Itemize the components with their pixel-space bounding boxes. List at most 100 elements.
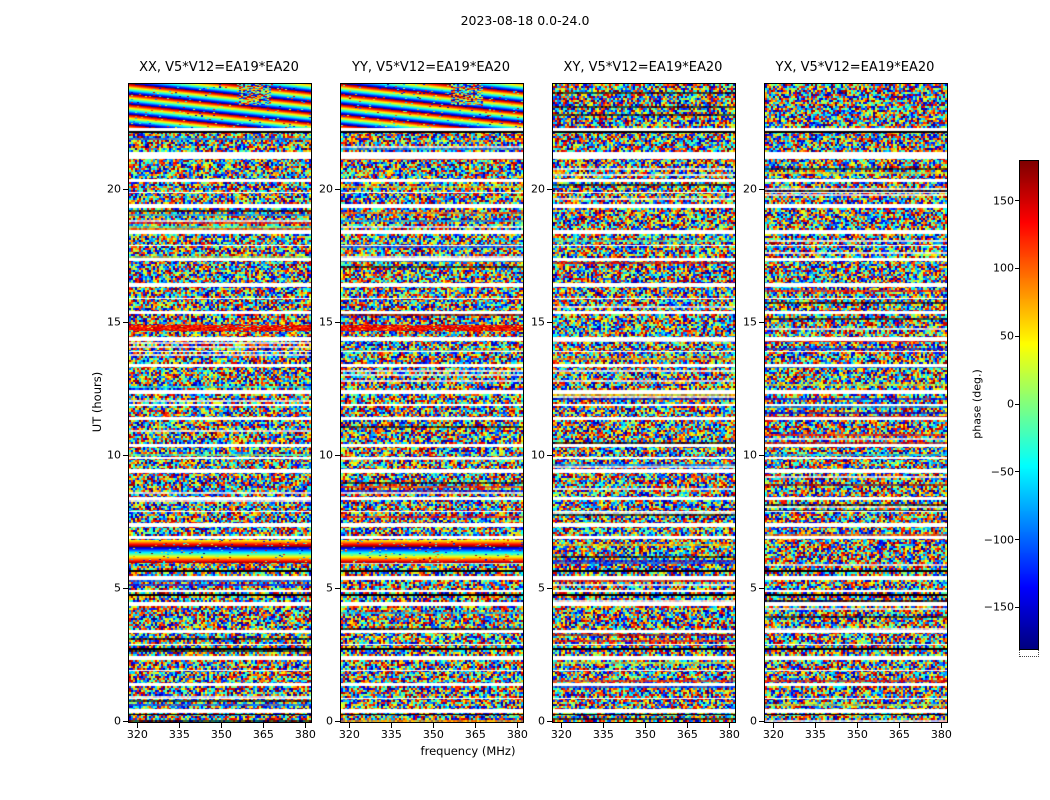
x-tick-mark <box>391 723 393 728</box>
subplot-xy: XY, V5*V12=EA19*EA20 <box>552 60 736 723</box>
colorbar-tick-mark <box>1015 471 1019 473</box>
x-axis-label: frequency (MHz) <box>420 744 516 758</box>
y-tick-mark <box>335 321 340 323</box>
y-tick-mark <box>547 454 552 456</box>
figure-title: 2023-08-18 0.0-24.0 <box>460 13 590 28</box>
subplot-xy-title: XY, V5*V12=EA19*EA20 <box>563 60 723 75</box>
colorbar-tick-label: −100 <box>983 533 1014 547</box>
y-tick-label: 10 <box>531 448 545 462</box>
y-tick-mark <box>547 321 552 323</box>
y-tick-label: 5 <box>114 581 121 595</box>
colorbar-tick-mark <box>1015 267 1019 269</box>
y-tick-label: 0 <box>326 714 333 728</box>
x-tick-mark <box>899 723 901 728</box>
x-tick-label: 350 <box>846 728 868 741</box>
subplot-yx: YX, V5*V12=EA19*EA20 <box>764 60 948 723</box>
x-tick-label: 335 <box>592 728 614 741</box>
y-tick-mark <box>335 587 340 589</box>
y-tick-mark <box>759 454 764 456</box>
colorbar-tick-mark <box>1015 403 1019 405</box>
y-tick-label: 15 <box>531 315 545 329</box>
x-tick-mark <box>263 723 265 728</box>
colorbar-tick-label: 100 <box>993 261 1014 275</box>
y-tick-label: 10 <box>319 448 333 462</box>
colorbar-tick-mark <box>1015 539 1019 541</box>
colorbar-tick-mark <box>1015 200 1019 202</box>
x-tick-mark <box>561 723 563 728</box>
y-tick-label: 5 <box>750 581 757 595</box>
x-tick-mark <box>773 723 775 728</box>
y-tick-mark <box>335 188 340 190</box>
y-tick-label: 0 <box>114 714 121 728</box>
x-tick-mark <box>137 723 139 728</box>
y-tick-label: 15 <box>107 315 121 329</box>
x-tick-label: 350 <box>210 728 232 741</box>
x-tick-label: 320 <box>338 728 360 741</box>
x-tick-label: 335 <box>168 728 190 741</box>
x-tick-mark <box>729 723 731 728</box>
subplot-yy: YY, V5*V12=EA19*EA20 <box>340 60 524 723</box>
y-tick-label: 5 <box>326 581 333 595</box>
x-tick-mark <box>941 723 943 728</box>
subplot-xx-title: XX, V5*V12=EA19*EA20 <box>139 60 299 75</box>
x-tick-mark <box>687 723 689 728</box>
y-tick-mark <box>123 587 128 589</box>
y-tick-label: 20 <box>743 182 757 196</box>
x-tick-label: 350 <box>422 728 444 741</box>
colorbar-tick-mark <box>1015 606 1019 608</box>
heatmap-yy <box>340 83 524 723</box>
colorbar-extend-marker <box>1019 650 1039 657</box>
colorbar-tick-label: 150 <box>993 194 1014 208</box>
x-tick-mark <box>349 723 351 728</box>
y-tick-mark <box>759 587 764 589</box>
x-tick-mark <box>815 723 817 728</box>
colorbar-tick-label: −50 <box>990 465 1014 479</box>
y-tick-mark <box>123 321 128 323</box>
y-tick-label: 0 <box>750 714 757 728</box>
y-tick-label: 10 <box>743 448 757 462</box>
colorbar-tick-mark <box>1015 335 1019 337</box>
x-tick-mark <box>433 723 435 728</box>
x-tick-label: 320 <box>126 728 148 741</box>
x-tick-mark <box>645 723 647 728</box>
y-tick-label: 20 <box>531 182 545 196</box>
subplot-xx: XX, V5*V12=EA19*EA20 <box>128 60 312 723</box>
y-tick-label: 10 <box>107 448 121 462</box>
x-tick-label: 335 <box>380 728 402 741</box>
y-tick-mark <box>123 454 128 456</box>
x-tick-mark <box>475 723 477 728</box>
heatmap-xx <box>128 83 312 723</box>
y-tick-mark <box>759 720 764 722</box>
x-tick-label: 365 <box>888 728 910 741</box>
x-tick-mark <box>857 723 859 728</box>
y-tick-label: 20 <box>107 182 121 196</box>
x-tick-label: 320 <box>762 728 784 741</box>
x-tick-mark <box>221 723 223 728</box>
colorbar-tick-label: 50 <box>1000 329 1014 343</box>
x-tick-label: 365 <box>676 728 698 741</box>
y-tick-mark <box>335 454 340 456</box>
y-tick-mark <box>123 188 128 190</box>
x-tick-label: 380 <box>718 728 740 741</box>
x-tick-label: 350 <box>634 728 656 741</box>
x-tick-mark <box>603 723 605 728</box>
y-tick-label: 20 <box>319 182 333 196</box>
x-tick-label: 380 <box>930 728 952 741</box>
y-tick-mark <box>335 720 340 722</box>
x-tick-mark <box>179 723 181 728</box>
y-tick-mark <box>759 321 764 323</box>
y-axis-label: UT (hours) <box>90 371 104 433</box>
y-tick-label: 15 <box>743 315 757 329</box>
x-tick-label: 380 <box>294 728 316 741</box>
y-tick-mark <box>547 587 552 589</box>
heatmap-xy <box>552 83 736 723</box>
y-tick-mark <box>547 188 552 190</box>
y-tick-mark <box>123 720 128 722</box>
x-tick-label: 365 <box>252 728 274 741</box>
x-tick-label: 320 <box>550 728 572 741</box>
colorbar-tick-label: 0 <box>1007 397 1014 411</box>
colorbar-tick-label: −150 <box>983 600 1014 614</box>
heatmap-yx <box>764 83 948 723</box>
x-tick-mark <box>305 723 307 728</box>
